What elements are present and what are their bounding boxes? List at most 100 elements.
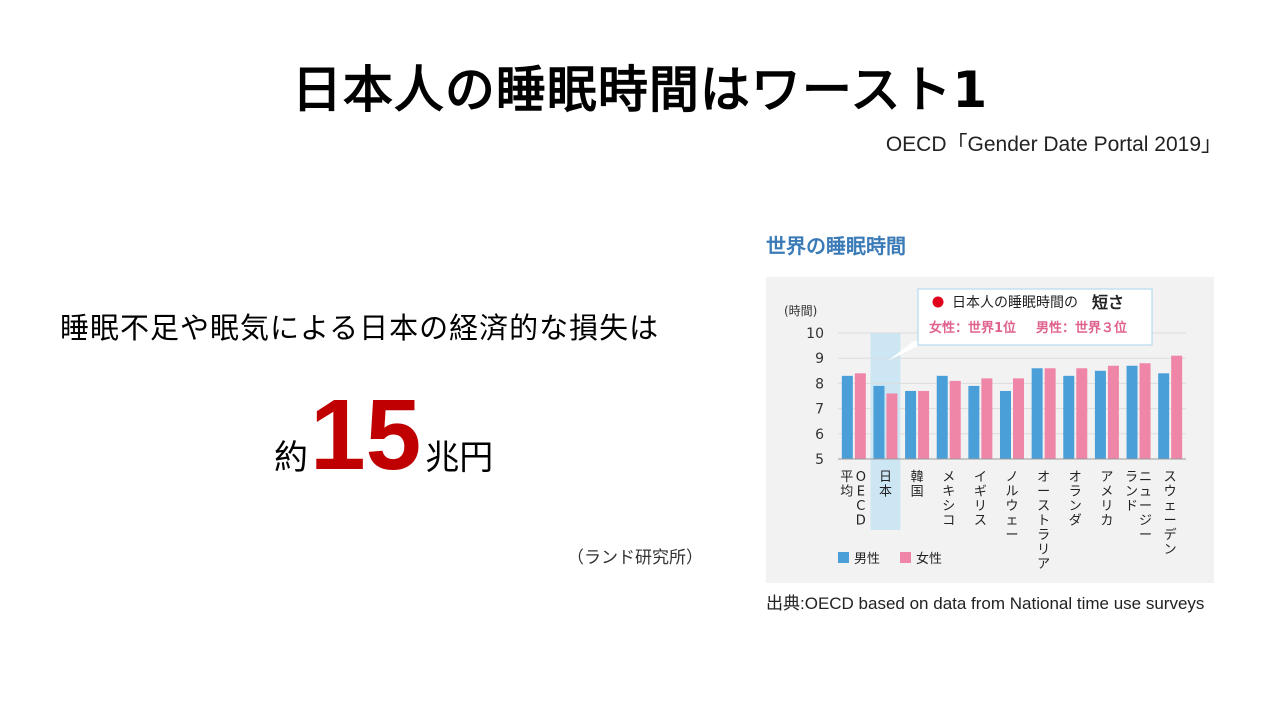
- x-tick-label: ダ: [1069, 514, 1082, 529]
- x-tick-label: 国: [911, 485, 924, 500]
- chart-caption: 出典:OECD based on data from National time…: [766, 594, 1205, 613]
- x-tick-label: E: [857, 485, 865, 500]
- x-tick-label: ー: [1139, 528, 1152, 543]
- bar-female: [1044, 368, 1056, 459]
- source-citation: OECD「Gender Date Portal 2019」: [885, 133, 1222, 156]
- x-tick-label: メ: [942, 470, 955, 485]
- sleep-chart: 5678910(時間)OECD平均日本韓国メキシコイギリスノルウェーオーストラリ…: [784, 288, 1186, 572]
- x-tick-label: リ: [1037, 543, 1050, 558]
- bar-female: [854, 373, 866, 459]
- bar-female: [1107, 365, 1119, 459]
- x-tick-label: D: [856, 514, 866, 529]
- bar-male: [1094, 370, 1106, 459]
- bar-male: [1031, 368, 1043, 459]
- y-tick-label: 8: [815, 376, 824, 392]
- bar-male: [936, 375, 948, 459]
- amount-number: 15: [310, 379, 422, 491]
- x-tick-label: ギ: [974, 485, 987, 500]
- x-tick-label: リ: [974, 499, 987, 514]
- x-tick-label: リ: [1100, 499, 1113, 514]
- bar-female: [981, 378, 993, 459]
- x-tick-label: シ: [942, 499, 955, 514]
- bar-female: [886, 393, 898, 459]
- x-tick-label: 平: [840, 470, 853, 485]
- x-tick-label: ー: [1005, 528, 1018, 543]
- x-tick-label: ラ: [1125, 470, 1138, 485]
- x-tick-label: ト: [1037, 514, 1050, 529]
- annotation-line1: 日本人の睡眠時間の: [952, 295, 1078, 311]
- x-tick-label: ス: [1164, 470, 1177, 485]
- amount-prefix: 約: [274, 438, 308, 478]
- x-tick-label: ノ: [1005, 470, 1018, 485]
- legend-swatch: [900, 552, 911, 563]
- x-tick-label: コ: [942, 514, 955, 529]
- x-tick-label: ニ: [1139, 470, 1152, 485]
- bar-female: [1171, 355, 1183, 459]
- japan-flag-dot: [932, 296, 944, 308]
- x-tick-label: ア: [1100, 470, 1113, 485]
- annotation-women: 女性：世界1位: [929, 320, 1016, 336]
- y-tick-label: 6: [815, 427, 824, 443]
- x-tick-label: イ: [974, 470, 987, 485]
- bar-male: [968, 385, 980, 459]
- amount-source: （ランド研究所）: [567, 548, 703, 568]
- x-tick-label: カ: [1100, 514, 1113, 529]
- x-tick-label: O: [856, 470, 866, 485]
- chart-title: 世界の睡眠時間: [766, 234, 906, 258]
- bar-male: [1158, 373, 1170, 459]
- x-tick-label: ス: [974, 514, 987, 529]
- x-tick-label: ュ: [1139, 485, 1152, 500]
- bar-male: [841, 375, 853, 459]
- bar-female: [918, 390, 930, 459]
- x-tick-label: オ: [1069, 470, 1082, 485]
- x-tick-label: ウ: [1005, 499, 1018, 514]
- x-tick-label: ェ: [1164, 499, 1177, 514]
- x-tick-label: デ: [1164, 527, 1177, 543]
- x-tick-label: ン: [1125, 485, 1138, 500]
- x-tick-label: ド: [1125, 499, 1138, 514]
- bar-male: [873, 385, 885, 459]
- economic-loss-text: 睡眠不足や眠気による日本の経済的な損失は: [60, 311, 660, 345]
- legend-swatch: [838, 552, 849, 563]
- x-tick-label: 均: [840, 485, 853, 500]
- x-tick-label: ン: [1069, 499, 1082, 514]
- x-tick-label: メ: [1100, 485, 1113, 500]
- x-tick-label: ス: [1037, 499, 1050, 514]
- bar-male: [1000, 390, 1011, 459]
- bar-male: [905, 390, 917, 459]
- x-tick-label: 日: [879, 470, 892, 485]
- x-tick-label: ジ: [1139, 514, 1152, 529]
- y-tick-label: 7: [815, 402, 824, 418]
- bar-female: [949, 380, 961, 459]
- annotation-line1-bold: 短さ: [1092, 293, 1124, 312]
- y-tick-label: 5: [815, 452, 824, 468]
- bar-male: [1063, 375, 1075, 459]
- x-tick-label: 韓: [911, 470, 924, 485]
- x-tick-label: ラ: [1037, 528, 1050, 543]
- legend-label: 男性: [854, 552, 880, 567]
- x-tick-label: ェ: [1005, 514, 1018, 529]
- x-tick-label: 本: [879, 485, 892, 500]
- x-tick-label: ル: [1005, 485, 1018, 500]
- slide-title: 日本人の睡眠時間はワースト1: [291, 61, 989, 119]
- x-tick-label: ラ: [1069, 485, 1082, 500]
- bar-female: [1139, 363, 1151, 459]
- amount-suffix: 兆円: [425, 438, 494, 478]
- y-tick-label: 10: [806, 326, 824, 342]
- legend-label: 女性: [916, 551, 942, 567]
- x-tick-label: ウ: [1164, 485, 1177, 500]
- x-tick-label: オ: [1037, 470, 1050, 485]
- bar-male: [1126, 365, 1138, 459]
- bar-female: [1076, 368, 1088, 459]
- loss-amount: 約 15 兆円: [274, 385, 493, 485]
- x-tick-label: ー: [1139, 499, 1152, 514]
- annotation-box: [917, 288, 1153, 346]
- x-tick-label: C: [856, 499, 865, 514]
- x-tick-label: ー: [1164, 514, 1177, 529]
- x-tick-label: ー: [1037, 485, 1050, 500]
- bar-female: [1013, 378, 1024, 459]
- annotation-men: 男性：世界３位: [1036, 320, 1127, 336]
- chart-panel: 5 6 7 8 9 10 (時間) O E C D 平均日本韓国メキシコイギリスノルウェーオーストラリ…: [766, 277, 1214, 583]
- x-tick-label: ア: [1037, 557, 1050, 572]
- x-tick-label: ン: [1164, 543, 1177, 558]
